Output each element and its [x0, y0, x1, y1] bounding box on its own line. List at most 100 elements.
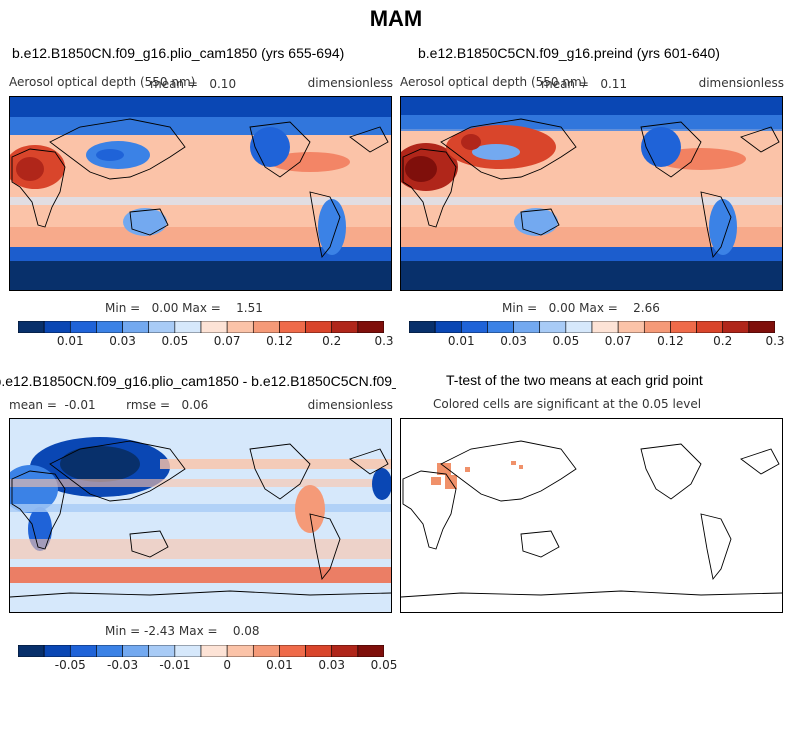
panel-1-namerica-low: [250, 127, 290, 167]
panel-2-mean: mean = 0.11: [541, 77, 627, 91]
panel-3-mean-value: -0.01: [64, 398, 96, 412]
panel-3-colorbar-tick-label: 0: [223, 658, 231, 672]
panel-3-colorbar-swatch: [279, 645, 306, 657]
panel-4-map-svg: [401, 419, 782, 612]
panel-3-colorbar-swatch: [174, 645, 202, 657]
panel-3-title: b.e12.B1850CN.f09_g16.plio_cam1850 - b.e…: [0, 373, 396, 389]
panel-1-mean-label: mean =: [150, 77, 198, 91]
panel-1-mean: mean = 0.10: [150, 77, 236, 91]
panel-2-colorbar-tick-label: 0.07: [604, 334, 632, 348]
panel-4-subtitle: Colored cells are significant at the 0.0…: [433, 397, 702, 411]
panel-2-colorbar-tick-label: 0.12: [657, 334, 684, 348]
panel-3-rmse-label: rmse =: [126, 398, 171, 412]
panel-1-colorbar-tick-label: 0.3: [374, 334, 394, 348]
panel-2-colorbar-swatch: [565, 321, 593, 333]
panel-3-colorbar-swatch: [200, 645, 228, 657]
panel-1-mean-value: 0.10: [209, 77, 237, 91]
panel-1-min-label: Min =: [105, 301, 141, 315]
panel-2-colorbar-swatch: [539, 321, 567, 333]
panel-2-colorbar-swatch: [513, 321, 541, 333]
panel-1-colorbar-tick-label: 0.12: [266, 334, 293, 348]
panel-1-colorbar-swatch: [252, 321, 280, 333]
panel-1-australia-low: [123, 208, 167, 236]
panel-1-colorbar-swatch: [200, 321, 228, 333]
panel-1-minmax: Min = 0.00 Max = 1.51: [105, 301, 263, 315]
panel-3-colorbar: [18, 645, 384, 657]
panel-3-units: dimensionless: [307, 398, 393, 412]
panel-1-colorbar-swatch: [43, 321, 71, 333]
page-title: MAM: [369, 6, 423, 31]
panel-2-mean-value: 0.11: [600, 77, 628, 91]
panel-2-colorbar-swatch: [460, 321, 488, 333]
panel-2-colorbar-swatch: [409, 321, 436, 333]
panel-2-colorbar-tick-label: 0.03: [500, 334, 527, 348]
panel-2-colorbar-swatch: [591, 321, 619, 333]
panel-3-max-value: 0.08: [232, 624, 260, 638]
panel-3-map-svg: [10, 419, 391, 612]
panel-1-colorbar-swatch: [357, 321, 384, 333]
panel-3-minmax: Min = -2.43 Max = 0.08: [105, 624, 260, 638]
panel-2-min-value: 0.00: [548, 301, 576, 315]
panel-1-units: dimensionless: [307, 76, 393, 90]
panel-3-colorbar-swatch: [226, 645, 254, 657]
panel-1-colorbar-swatch: [226, 321, 254, 333]
panel-3-colorbar-swatch: [148, 645, 176, 657]
panel-1-colorbar: [18, 321, 384, 333]
panel-3-colorbar-swatch: [18, 645, 45, 657]
panel-1-colorbar-tick-label: 0.2: [322, 334, 342, 348]
panel-1-map: [9, 96, 392, 291]
panel-2-max-value: 2.66: [633, 301, 660, 315]
panel-1-colorbar-swatch: [148, 321, 176, 333]
panel-1-colorbar-tick-label: 0.07: [213, 334, 241, 348]
panel-3-colorbar-swatch: [96, 645, 123, 657]
panel-3-colorbar-tick-label: 0.05: [370, 658, 398, 672]
panel-3-colorbar-swatch: [69, 645, 97, 657]
panel-3-colorbar-tick-label: -0.01: [159, 658, 191, 672]
panel-2-colorbar-swatch: [748, 321, 775, 333]
panel-1-colorbar-swatch: [18, 321, 45, 333]
panel-3-colorbar-tick-label: 0.01: [266, 658, 293, 672]
panel-1-max-label: Max =: [182, 301, 221, 315]
panel-2-units: dimensionless: [698, 76, 784, 90]
panel-3-colorbar-swatch: [305, 645, 333, 657]
panel-3-colorbar-swatch: [252, 645, 280, 657]
panel-2-colorbar-tick-label: 0.01: [447, 334, 475, 348]
panel-1-colorbar-tick-label: 0.03: [109, 334, 136, 348]
panel-3-map: [9, 418, 392, 613]
panel-3-colorbar-tick-label: 0.03: [318, 658, 346, 672]
panel-1-colorbar-swatch: [305, 321, 333, 333]
panel-4-significant-cells: [431, 461, 523, 489]
panel-4-coastlines: [401, 440, 782, 598]
panel-2-map: [400, 96, 783, 291]
panel-2-colorbar-swatch: [670, 321, 697, 333]
panel-3-min-label: Min =: [105, 624, 141, 638]
panel-1-colorbar-tick-label: 0.01: [56, 334, 84, 348]
panel-3-colorbar-swatch: [122, 645, 150, 657]
panel-1-coastlines: [11, 118, 389, 259]
panel-3-colorbar-swatch: [331, 645, 359, 657]
panel-2-colorbar-tick-label: 0.05: [552, 334, 580, 348]
panel-2-colorbar-swatch: [643, 321, 671, 333]
panel-1-colorbar-swatch: [331, 321, 359, 333]
panel-3-colorbar-swatch: [357, 645, 384, 657]
panel-4-title: T-test of the two means at each grid poi…: [446, 372, 703, 388]
panel-1-colorbar-tick-label: 0.05: [161, 334, 189, 348]
panel-1-samerica-low: [318, 199, 346, 255]
panel-3-south-positive: [10, 567, 391, 583]
panel-3-stats: mean = -0.01 rmse = 0.06: [9, 398, 208, 412]
panel-3-colorbar-tick-label: -0.03: [107, 658, 139, 672]
panel-2-colorbar-swatch: [696, 321, 724, 333]
panel-2-title: b.e12.B1850C5CN.f09_g16.preind (yrs 601-…: [418, 45, 720, 61]
panel-1-colorbar-swatch: [174, 321, 202, 333]
panel-3-coastlines: [10, 440, 391, 598]
panel-3-mean-label: mean =: [9, 398, 57, 412]
panel-2-max-label: Max =: [579, 301, 618, 315]
panel-2-colorbar-tick-label: 0.2: [713, 334, 733, 348]
panel-1-colorbar-swatch: [279, 321, 306, 333]
panel-1-colorbar-swatch: [69, 321, 97, 333]
panel-1-min-value: 0.00: [151, 301, 179, 315]
panel-2-map-svg: [401, 97, 782, 290]
panel-2-colorbar-tick-label: 0.3: [765, 334, 785, 348]
panel-3-colorbar-tick-label: -0.05: [54, 658, 86, 672]
panel-1-title: b.e12.B1850CN.f09_g16.plio_cam1850 (yrs …: [12, 45, 345, 61]
